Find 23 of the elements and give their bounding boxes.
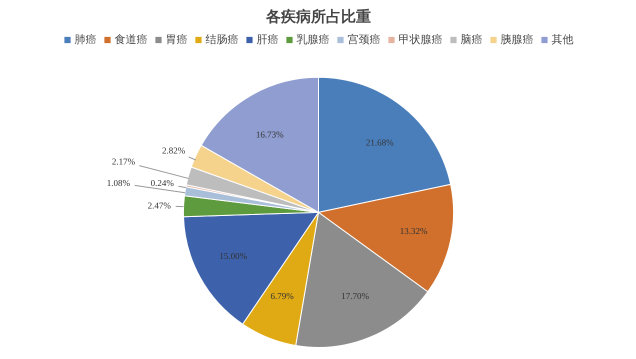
data-label: 21.68% bbox=[366, 137, 394, 148]
data-label: 13.32% bbox=[400, 226, 428, 236]
legend-label: 肺癌 bbox=[74, 32, 96, 47]
data-label: 16.73% bbox=[256, 129, 284, 140]
legend-label: 宫颈癌 bbox=[348, 32, 380, 47]
legend-label: 甲状腺癌 bbox=[398, 32, 442, 47]
data-label: 2.17% bbox=[112, 156, 136, 166]
legend-label: 胃癌 bbox=[166, 32, 188, 47]
data-label: 0.24% bbox=[150, 178, 174, 188]
data-label: 17.70% bbox=[341, 290, 370, 301]
data-label: 2.47% bbox=[148, 200, 172, 211]
data-label: 15.00% bbox=[219, 250, 248, 261]
chart-title: 各疾病所占比重 bbox=[265, 8, 371, 26]
legend-label: 其他 bbox=[552, 32, 574, 47]
legend-label: 食道癌 bbox=[114, 32, 148, 47]
legend-label: 肝癌 bbox=[256, 32, 278, 47]
data-label: 2.82% bbox=[162, 146, 186, 156]
legend-label: 脑癌 bbox=[460, 32, 482, 47]
legend-label: 乳腺癌 bbox=[296, 32, 330, 47]
data-label: 6.79% bbox=[270, 291, 294, 302]
legend-label: 结肠癌 bbox=[206, 32, 238, 47]
legend-label: 胰腺癌 bbox=[500, 32, 534, 47]
data-label: 1.08% bbox=[106, 178, 130, 188]
